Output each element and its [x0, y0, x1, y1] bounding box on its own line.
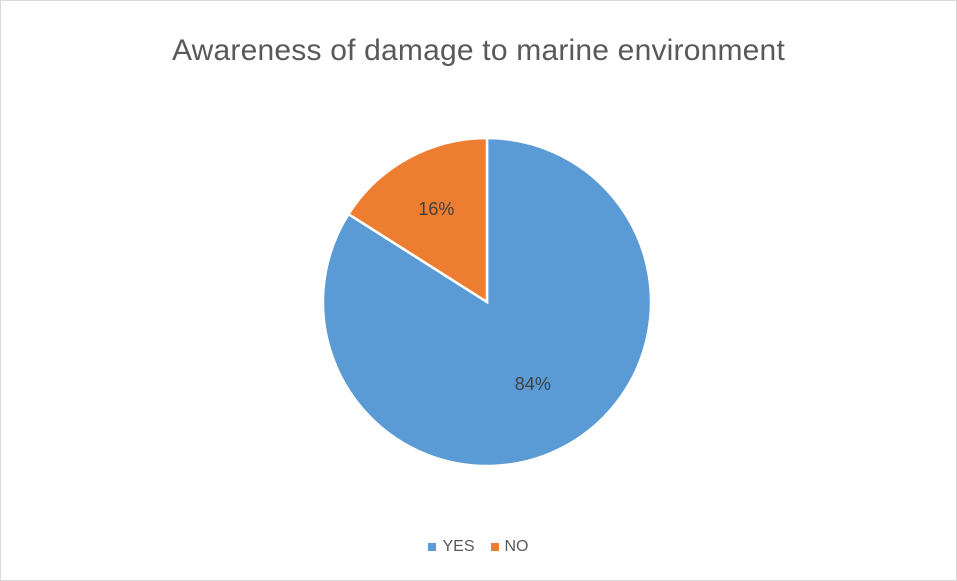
slice-label-no: 16% [418, 199, 454, 219]
pie-slices [321, 136, 653, 468]
legend-label-yes: YES [442, 538, 475, 555]
legend-label-no: NO [504, 538, 529, 555]
chart-title: Awareness of damage to marine environmen… [172, 34, 785, 67]
legend-item-no: NO [490, 538, 529, 556]
legend-item-yes: YES [428, 538, 475, 556]
pie-slice-no [346, 136, 489, 305]
legend-swatch-yes [428, 543, 437, 551]
legend: YES NO [0, 538, 957, 556]
legend-swatch-no [490, 543, 499, 551]
slice-label-yes: 84% [515, 374, 551, 394]
pie-slice-labels: 84% 16% [418, 199, 550, 394]
